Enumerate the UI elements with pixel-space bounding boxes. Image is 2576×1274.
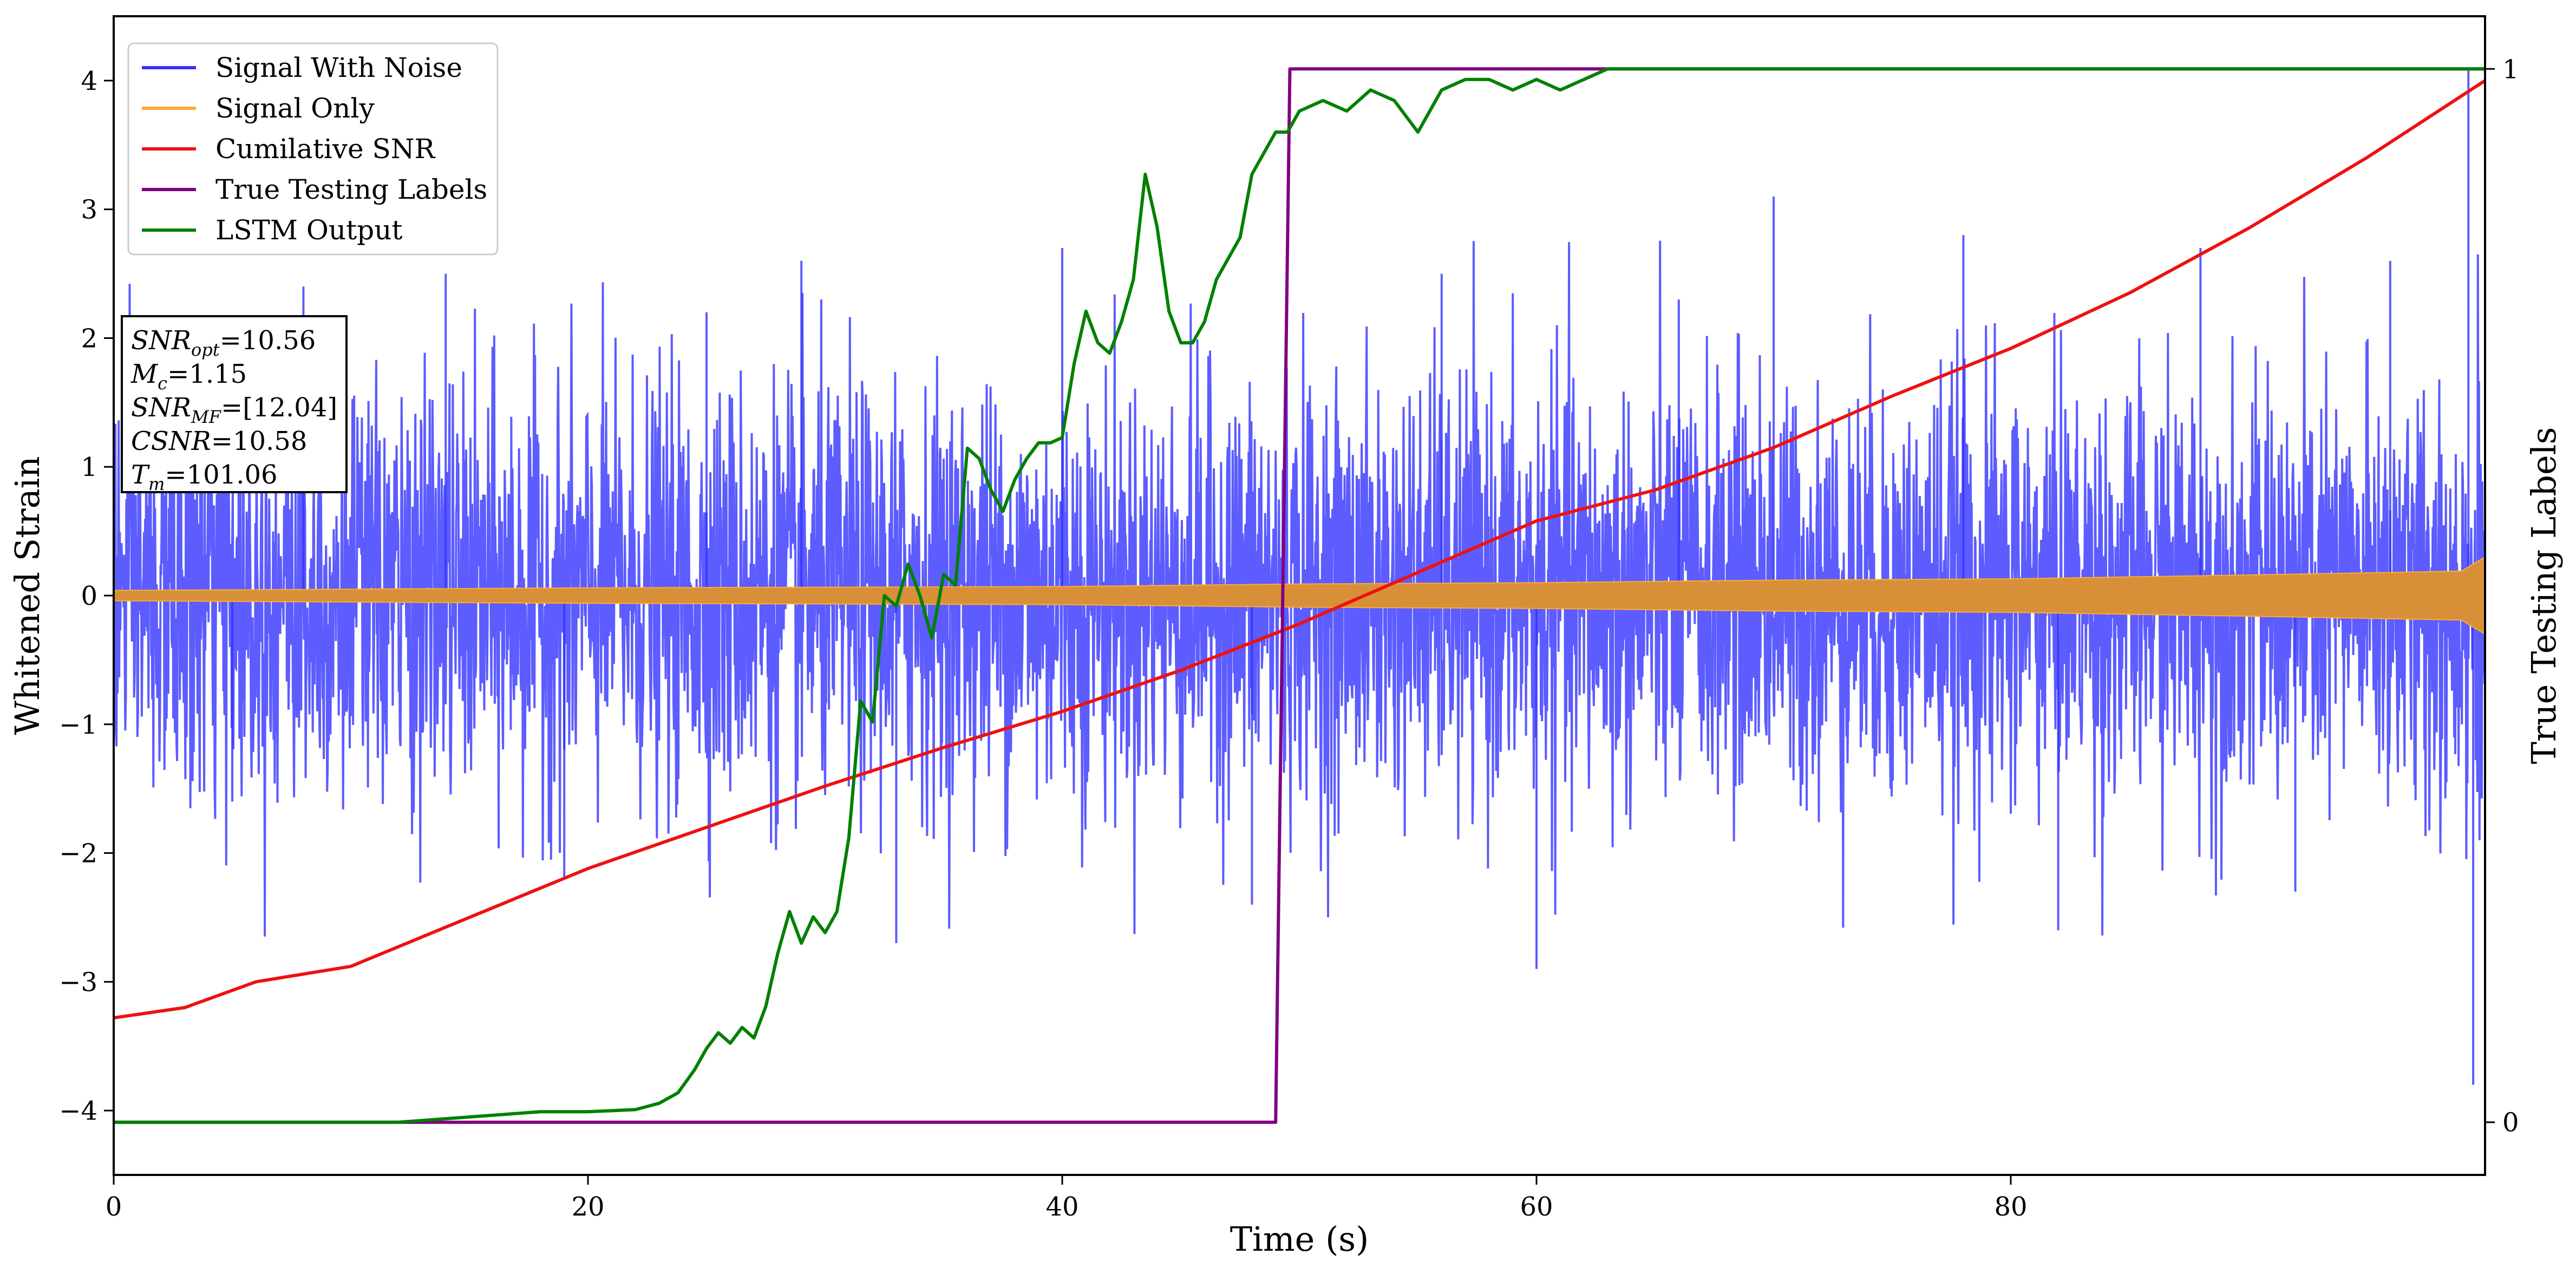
legend-label: True Testing Labels: [215, 174, 487, 205]
series-lstm-output-line: [114, 67, 2485, 1124]
series-cumilative-snr-line: [114, 79, 2485, 1020]
y-tick-label: 4: [81, 66, 97, 96]
legend-label: Signal Only: [215, 93, 375, 124]
y-tick-label: −4: [59, 1096, 97, 1126]
x-tick-label: 60: [1520, 1192, 1553, 1222]
annotation-box: SNRopt=10.56 Mc=1.15 SNRMF=[12.04] CSNR=…: [121, 315, 348, 494]
legend: Signal With Noise Signal Only Cumilative S…: [127, 42, 499, 256]
annotation-csnr: CSNR=10.58: [131, 426, 307, 456]
x-tick-label: 40: [1045, 1192, 1078, 1222]
annotation-mc: Mc=1.15: [130, 359, 247, 394]
y-tick-label: 3: [81, 195, 97, 225]
legend-label: LSTM Output: [215, 214, 402, 246]
legend-box: [127, 42, 499, 256]
y2-tick-label: 0: [2502, 1108, 2519, 1138]
y-axis-right: 01: [2485, 54, 2519, 1138]
y2-axis-label: True Testing Labels: [2524, 427, 2564, 765]
annotation-frame: [121, 315, 348, 493]
plot-area: [114, 67, 2485, 1124]
annotation-snr-opt: SNRopt=10.56: [131, 325, 316, 360]
y-tick-label: −3: [59, 967, 97, 997]
y-tick-label: −1: [59, 710, 97, 740]
annotation-snr-mf: SNRMF=[12.04]: [131, 393, 337, 427]
y-axis-label: Whitened Strain: [8, 456, 47, 735]
series-signal-only: [114, 556, 2485, 635]
x-tick-label: 0: [106, 1192, 122, 1222]
y2-tick-label: 1: [2502, 54, 2519, 84]
x-axis-label: Time (s): [1230, 1219, 1369, 1259]
x-tick-label: 20: [571, 1192, 604, 1222]
y-tick-label: −2: [59, 839, 97, 869]
annotation-tm: Tm=101.06: [131, 460, 278, 494]
y-tick-label: 0: [81, 581, 97, 611]
legend-label: Signal With Noise: [215, 52, 462, 83]
series-lines: [114, 67, 2485, 1124]
legend-label: Cumilative SNR: [215, 133, 435, 165]
y-tick-label: 1: [81, 452, 97, 482]
y-tick-label: 2: [81, 323, 97, 354]
y-axis-left: −4 −3 −2 −1 0 1 2 3 4: [59, 66, 114, 1126]
x-tick-label: 80: [1994, 1192, 2027, 1222]
x-axis: 0 20 40 60 80: [106, 1175, 2028, 1222]
signal-only-band: [114, 556, 2485, 635]
